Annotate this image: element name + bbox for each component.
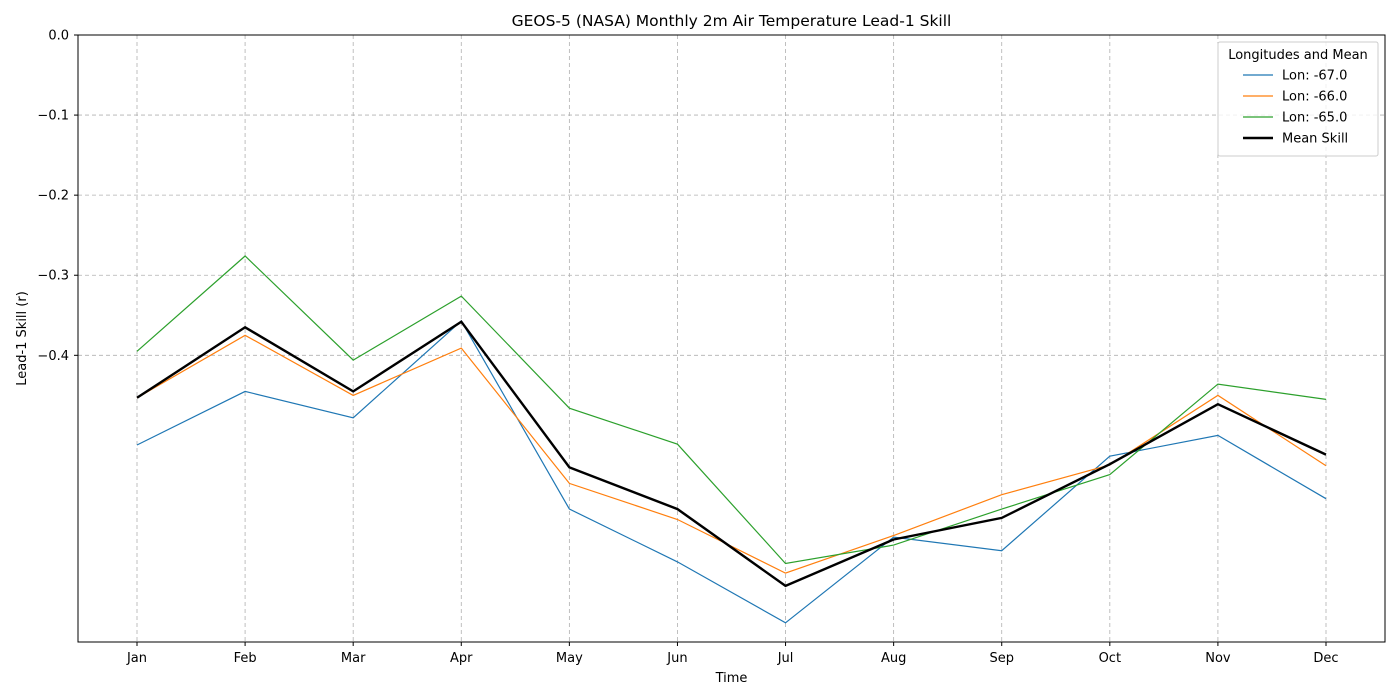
- x-tick-label: Aug: [881, 651, 906, 666]
- x-tick-label: Dec: [1313, 651, 1338, 666]
- x-tick-label: Jan: [126, 651, 147, 666]
- x-tick-label: Oct: [1099, 651, 1121, 666]
- y-axis-label: Lead-1 Skill (r): [15, 291, 30, 386]
- legend-entry-label: Lon: -67.0: [1282, 69, 1347, 84]
- x-tick-label: Jun: [666, 651, 687, 666]
- legend-entry-label: Mean Skill: [1282, 132, 1348, 147]
- x-axis: Jan Feb Mar Apr May Jun Jul Aug Sep Oct Nov Dec: [126, 642, 1339, 666]
- series-line-2: [136, 255, 1327, 565]
- y-tick-label: −0.4: [37, 349, 69, 364]
- x-tick-label: Sep: [989, 651, 1014, 666]
- legend-title: Longitudes and Mean: [1228, 48, 1368, 63]
- y-tick-label: −0.1: [37, 109, 69, 124]
- x-tick-label: Jul: [777, 651, 794, 666]
- legend-box: [1217, 41, 1379, 157]
- legend: Longitudes and Mean Lon: -67.0 Lon: -66.0…: [1217, 41, 1379, 157]
- x-axis-label: Time: [715, 671, 748, 686]
- legend-entry-label: Lon: -66.0: [1282, 90, 1347, 105]
- x-tick-label: Apr: [450, 651, 473, 666]
- y-axis: 0.0 −0.1 −0.2 −0.3 −0.4: [37, 29, 78, 364]
- y-tick-label: −0.3: [37, 269, 69, 284]
- legend-entries: Lon: -67.0 Lon: -66.0 Lon: -65.0 Mean Skill: [1243, 69, 1348, 147]
- series-line-3: [136, 320, 1327, 588]
- series-lines: [136, 255, 1327, 624]
- plot-frame: [77, 34, 1386, 643]
- x-tick-label: Mar: [341, 651, 366, 666]
- y-tick-label: 0.0: [48, 29, 69, 44]
- chart-title: GEOS-5 (NASA) Monthly 2m Air Temperature…: [512, 12, 952, 30]
- y-tick-label: −0.2: [37, 189, 69, 204]
- x-tick-label: May: [556, 651, 583, 666]
- grid: [78, 34, 1385, 642]
- legend-entry-label: Lon: -65.0: [1282, 111, 1347, 126]
- x-tick-label: Feb: [234, 651, 257, 666]
- x-tick-label: Nov: [1205, 651, 1231, 666]
